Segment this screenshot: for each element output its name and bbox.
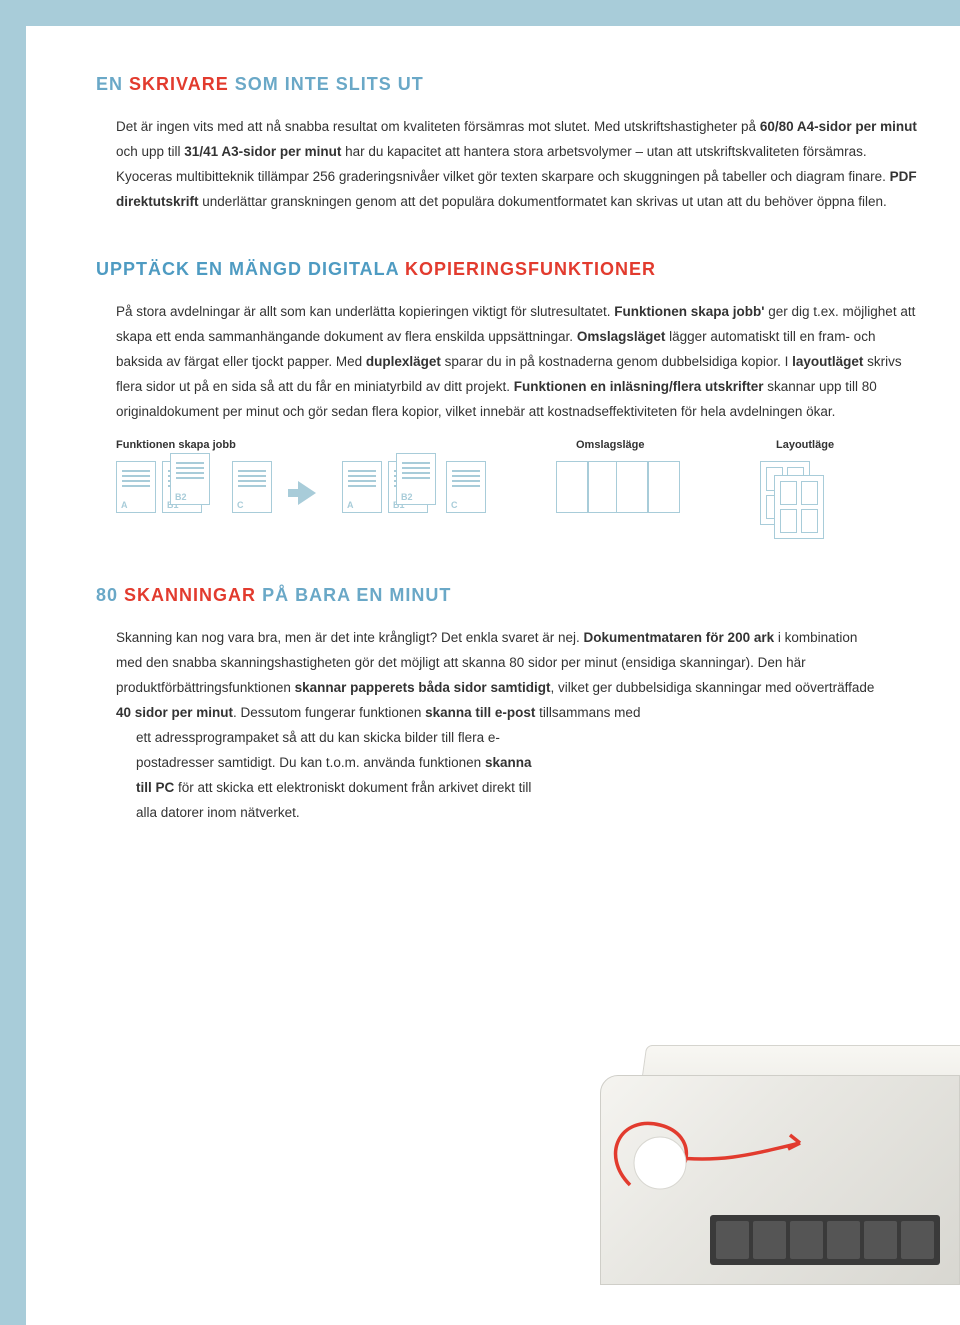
diagram-layout (760, 461, 810, 525)
label-jobb: Funktionen skapa jobb (116, 439, 576, 451)
booklet-icon (556, 461, 620, 513)
arrow-icon (298, 481, 316, 505)
page-icon: B2 (170, 453, 210, 505)
heading-word: SKANNINGAR (124, 585, 256, 605)
section-printer: EN SKRIVARE SOM INTE SLITS UT Det är ing… (96, 74, 920, 215)
body-printer: Det är ingen vits med att nå snabba resu… (96, 115, 920, 215)
printer-control-panel (710, 1215, 940, 1265)
label-omslag: Omslagsläge (576, 439, 776, 451)
heading-word: PÅ BARA EN MINUT (262, 585, 451, 605)
page-icon: C (446, 461, 486, 513)
page-icon: A (116, 461, 156, 513)
diagram-skapa-jobb-in: A B2 B1 C (116, 461, 272, 513)
body-copy: På stora avdelningar är allt som kan und… (96, 300, 920, 425)
label-layout: Layoutläge (776, 439, 834, 451)
layout-icon (774, 475, 824, 539)
page: EN SKRIVARE SOM INTE SLITS UT Det är ing… (0, 0, 960, 1325)
heading-printer: EN SKRIVARE SOM INTE SLITS UT (96, 74, 920, 95)
page-icon: B2 (396, 453, 436, 505)
page-icon: A (342, 461, 382, 513)
diagram-skapa-jobb-out: A B2 B1 C (342, 461, 486, 513)
diagram-labels: Funktionen skapa jobb Omslagsläge Layout… (96, 439, 920, 451)
printer-illustration (580, 1005, 960, 1285)
heading-scan: 80 SKANNINGAR PÅ BARA EN MINUT (96, 585, 920, 606)
booklet-icon (616, 461, 680, 513)
heading-word: SOM INTE SLITS UT (235, 74, 424, 94)
heading-word: SKRIVARE (129, 74, 229, 94)
diagram-row: A B2 B1 C (96, 461, 920, 525)
page-icon: C (232, 461, 272, 513)
section-scan: 80 SKANNINGAR PÅ BARA EN MINUT Skanning … (96, 585, 920, 826)
diagram-omslag (556, 461, 680, 513)
body-scan: Skanning kan nog vara bra, men är det in… (96, 626, 876, 826)
section-copy: UPPTÄCK EN MÄNGD DIGITALA KOPIERINGSFUNK… (96, 259, 920, 525)
heading-word: UPPTÄCK EN MÄNGD DIGITALA (96, 259, 399, 279)
heading-word: EN (96, 74, 123, 94)
heading-word: KOPIERINGSFUNKTIONER (405, 259, 656, 279)
heading-word: 80 (96, 585, 118, 605)
heading-copy: UPPTÄCK EN MÄNGD DIGITALA KOPIERINGSFUNK… (96, 259, 920, 280)
